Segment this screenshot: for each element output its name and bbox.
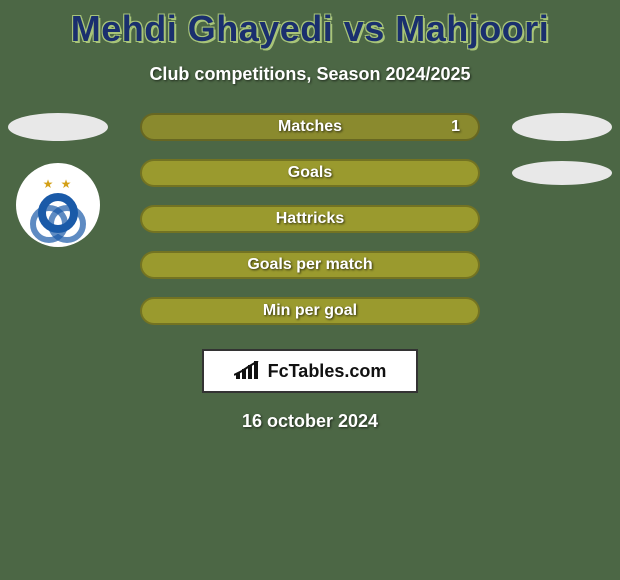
bar-chart-icon xyxy=(234,361,262,381)
club-rings-icon xyxy=(38,193,78,233)
stat-bar: Goals per match xyxy=(140,251,480,279)
stat-label: Goals per match xyxy=(247,256,372,274)
stat-label: Matches xyxy=(278,118,342,136)
subtitle: Club competitions, Season 2024/2025 xyxy=(0,64,620,85)
stat-label: Min per goal xyxy=(263,302,357,320)
stat-label: Goals xyxy=(288,164,332,182)
right-club-badge-placeholder xyxy=(512,161,612,185)
site-name: FcTables.com xyxy=(268,361,387,382)
page-title: Mehdi Ghayedi vs Mahjoori xyxy=(0,0,620,50)
left-player-avatar-placeholder xyxy=(8,113,108,141)
stat-bar: Min per goal xyxy=(140,297,480,325)
stat-label: Hattricks xyxy=(276,210,344,228)
stat-bar: Goals xyxy=(140,159,480,187)
date-text: 16 october 2024 xyxy=(0,411,620,432)
site-badge: FcTables.com xyxy=(202,349,418,393)
right-player-avatar-placeholder xyxy=(512,113,612,141)
stat-value-right: 1 xyxy=(451,118,460,136)
stat-bar: Hattricks xyxy=(140,205,480,233)
stat-bar: Matches 1 xyxy=(140,113,480,141)
left-club-badge: ★ ★ xyxy=(16,163,100,247)
club-stars-icon: ★ ★ xyxy=(43,177,74,191)
comparison-content: ★ ★ Matches 1 Goals Hattricks Goals per matc… xyxy=(0,113,620,432)
